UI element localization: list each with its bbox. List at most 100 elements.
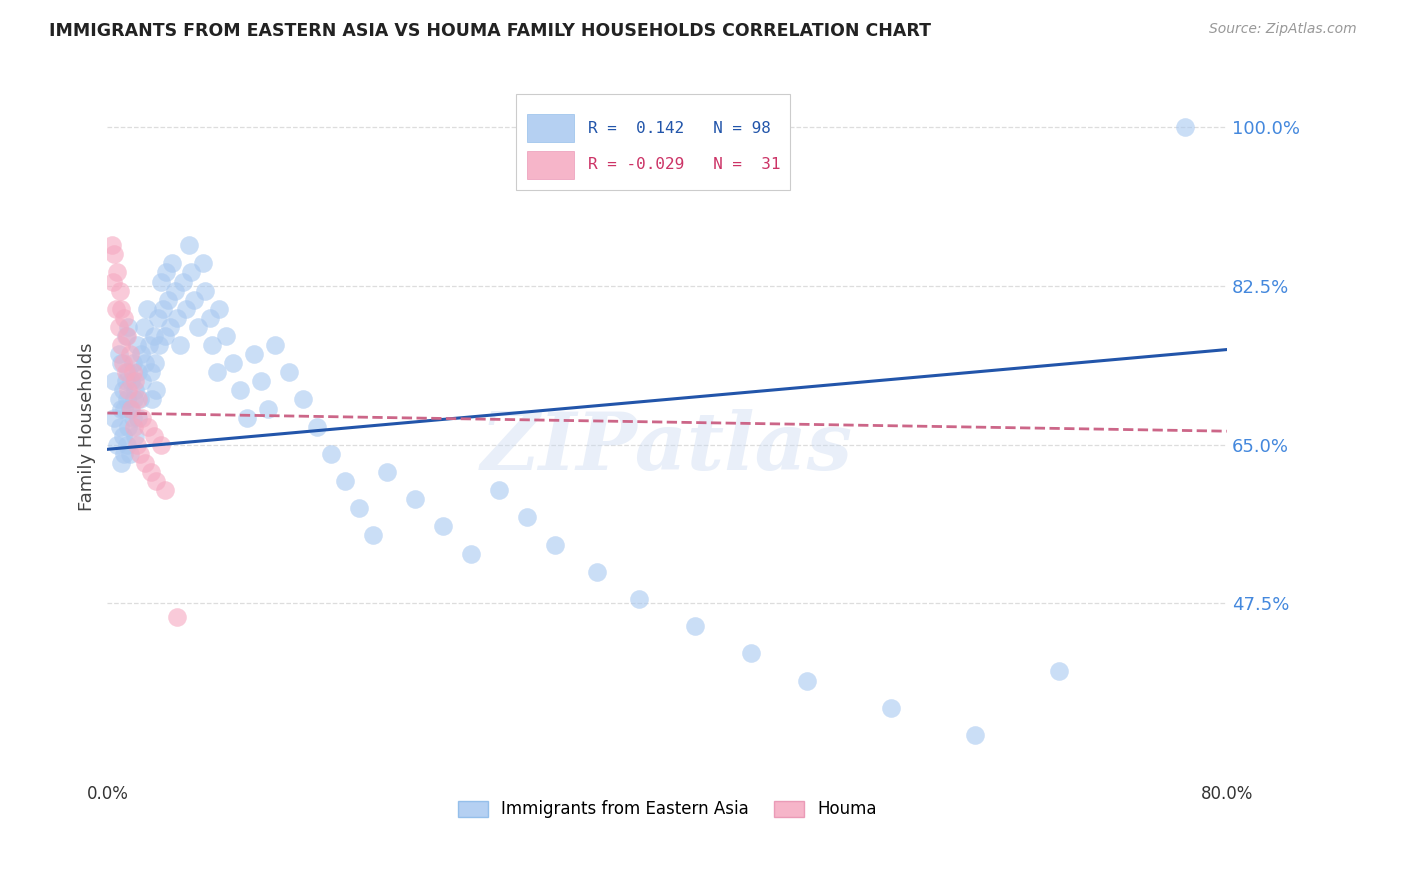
Point — [127, 365, 149, 379]
Point — [236, 410, 259, 425]
Point — [132, 319, 155, 334]
Point — [963, 728, 986, 742]
Point — [124, 384, 146, 398]
Point — [257, 401, 280, 416]
Point — [122, 392, 145, 407]
Point — [174, 301, 197, 316]
Point — [117, 419, 139, 434]
Point — [117, 384, 139, 398]
Point — [121, 356, 143, 370]
Point — [278, 365, 301, 379]
Point — [222, 356, 245, 370]
Point — [361, 528, 384, 542]
Point — [544, 537, 567, 551]
Point — [112, 447, 135, 461]
Point — [124, 428, 146, 442]
Point — [107, 392, 129, 407]
Point — [586, 565, 609, 579]
Point — [120, 401, 142, 416]
Point — [129, 347, 152, 361]
Point — [120, 374, 142, 388]
Point — [183, 293, 205, 307]
Point — [141, 392, 163, 407]
Text: R =  0.142   N = 98: R = 0.142 N = 98 — [588, 120, 770, 136]
Text: IMMIGRANTS FROM EASTERN ASIA VS HOUMA FAMILY HOUSEHOLDS CORRELATION CHART: IMMIGRANTS FROM EASTERN ASIA VS HOUMA FA… — [49, 22, 931, 40]
Point — [139, 365, 162, 379]
Point — [127, 410, 149, 425]
Point — [134, 456, 156, 470]
Point — [111, 428, 134, 442]
Point — [110, 338, 132, 352]
Point — [117, 365, 139, 379]
Point — [108, 284, 131, 298]
Point — [131, 410, 153, 425]
Point — [205, 365, 228, 379]
Point — [160, 256, 183, 270]
Point — [108, 419, 131, 434]
Point — [135, 301, 157, 316]
Point — [128, 392, 150, 407]
Point — [194, 284, 217, 298]
Point — [117, 319, 139, 334]
Point — [136, 419, 159, 434]
Point — [516, 510, 538, 524]
Point — [1174, 120, 1197, 135]
Point — [103, 410, 125, 425]
Point — [103, 247, 125, 261]
Point — [796, 673, 818, 688]
Point — [163, 284, 186, 298]
Point — [111, 356, 134, 370]
Point — [104, 301, 127, 316]
Point — [143, 356, 166, 370]
Point — [114, 374, 136, 388]
Point — [191, 256, 214, 270]
Point — [138, 338, 160, 352]
Point — [488, 483, 510, 497]
Point — [156, 293, 179, 307]
FancyBboxPatch shape — [527, 114, 574, 143]
Point — [321, 447, 343, 461]
Point — [166, 610, 188, 624]
Point — [460, 547, 482, 561]
Point — [125, 338, 148, 352]
Point — [111, 384, 134, 398]
Point — [115, 329, 138, 343]
Point — [180, 265, 202, 279]
Text: Source: ZipAtlas.com: Source: ZipAtlas.com — [1209, 22, 1357, 37]
Point — [128, 447, 150, 461]
Point — [124, 374, 146, 388]
Point — [166, 310, 188, 325]
Point — [121, 410, 143, 425]
Text: R = -0.029   N =  31: R = -0.029 N = 31 — [588, 157, 780, 172]
Point — [740, 646, 762, 660]
FancyBboxPatch shape — [516, 95, 790, 190]
FancyBboxPatch shape — [527, 151, 574, 179]
Point — [100, 238, 122, 252]
Point — [127, 392, 149, 407]
Point — [134, 356, 156, 370]
Point — [112, 401, 135, 416]
Point — [114, 329, 136, 343]
Y-axis label: Family Households: Family Households — [79, 343, 96, 511]
Point — [683, 619, 706, 633]
Point — [349, 501, 371, 516]
Point — [198, 310, 221, 325]
Point — [148, 338, 170, 352]
Point — [118, 447, 141, 461]
Point — [187, 319, 209, 334]
Point — [105, 438, 128, 452]
Point — [139, 465, 162, 479]
Point — [152, 301, 174, 316]
Point — [101, 275, 124, 289]
Point — [103, 374, 125, 388]
Point — [375, 465, 398, 479]
Point — [110, 301, 132, 316]
Point — [229, 384, 252, 398]
Point — [110, 356, 132, 370]
Point — [107, 347, 129, 361]
Point — [110, 401, 132, 416]
Point — [172, 275, 194, 289]
Point — [110, 456, 132, 470]
Point — [145, 474, 167, 488]
Point — [115, 438, 138, 452]
